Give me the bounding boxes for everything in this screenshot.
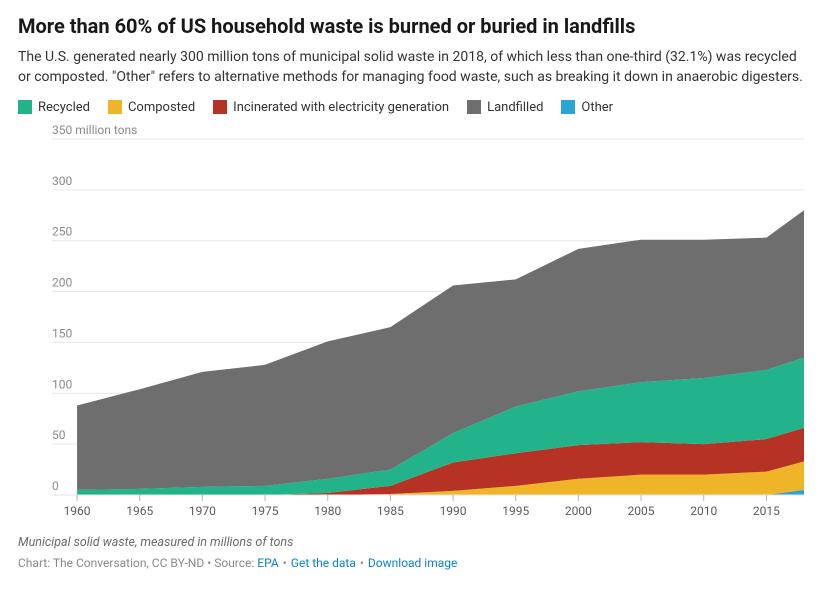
legend-item-landfilled: Landfilled [467,100,543,115]
credit-sep: • [283,556,287,570]
source-link[interactable]: EPA [257,556,278,570]
download-link[interactable]: Download image [368,556,457,570]
svg-text:200: 200 [52,275,72,289]
svg-text:2010: 2010 [690,504,717,518]
legend-item-incinerated: Incinerated with electricity generation [213,100,449,115]
svg-text:1980: 1980 [314,504,341,518]
svg-text:2015: 2015 [753,504,780,518]
svg-text:100: 100 [52,377,72,391]
get-data-link[interactable]: Get the data [291,556,356,570]
legend-swatch-recycled [18,100,32,114]
credit-prefix: Chart: The Conversation, CC BY-ND • Sour… [18,556,257,570]
svg-text:2005: 2005 [628,504,655,518]
svg-text:1965: 1965 [126,504,153,518]
svg-text:250: 250 [52,224,72,238]
svg-text:1985: 1985 [377,504,404,518]
legend-item-other: Other [561,100,613,115]
svg-text:150: 150 [52,326,72,340]
legend-label-incinerated: Incinerated with electricity generation [233,100,449,115]
svg-text:2000: 2000 [565,504,592,518]
chart-title: More than 60% of US household waste is b… [18,14,810,38]
chart-credit: Chart: The Conversation, CC BY-ND • Sour… [18,556,810,570]
credit-sep: • [360,556,364,570]
legend: Recycled Composted Incinerated with elec… [18,100,810,115]
legend-label-recycled: Recycled [38,100,90,115]
svg-text:1995: 1995 [502,504,529,518]
svg-text:350 million tons: 350 million tons [52,125,137,137]
legend-swatch-composted [108,100,122,114]
stacked-area-chart: 0 50 100 150 200 250 300 350 million tons 1960 19… [18,125,810,525]
legend-swatch-other [561,100,575,114]
svg-text:1970: 1970 [189,504,216,518]
chart-subtitle: The U.S. generated nearly 300 million to… [18,48,808,88]
svg-text:1990: 1990 [440,504,467,518]
legend-label-composted: Composted [128,100,195,115]
legend-item-composted: Composted [108,100,195,115]
legend-swatch-incinerated [213,100,227,114]
chart-area: 0 50 100 150 200 250 300 350 million tons 1960 19… [18,125,810,525]
svg-text:1960: 1960 [64,504,91,518]
chart-footnote: Municipal solid waste, measured in milli… [18,535,810,550]
legend-label-landfilled: Landfilled [487,100,543,115]
svg-text:300: 300 [52,174,72,188]
svg-text:1975: 1975 [252,504,279,518]
svg-text:50: 50 [52,428,66,442]
svg-text:0: 0 [52,479,59,493]
legend-label-other: Other [581,100,613,115]
legend-swatch-landfilled [467,100,481,114]
legend-item-recycled: Recycled [18,100,90,115]
